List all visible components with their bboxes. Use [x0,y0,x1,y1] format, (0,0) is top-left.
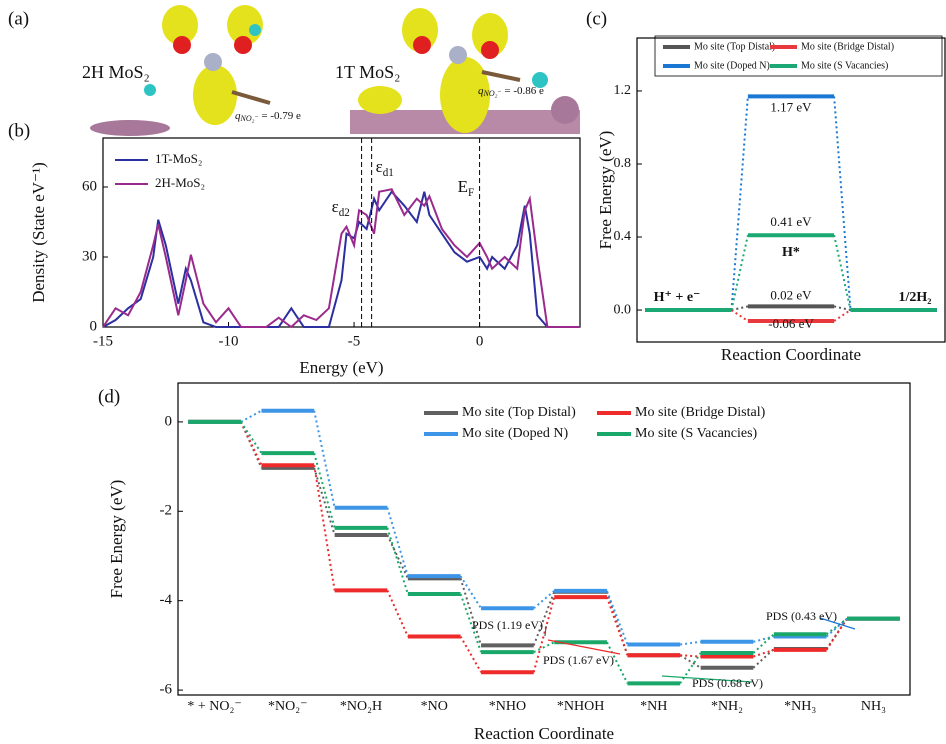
value-label: 0.41 eV [770,214,812,229]
y-axis-label: Density (State eV⁻¹) [29,162,48,303]
y-axis-label: Free Energy (eV) [107,480,126,599]
legend-label: Mo site (S Vacancies) [801,60,888,71]
y-tick-label: -6 [160,682,173,698]
atom [449,46,467,64]
x-tick-label: -5 [348,333,361,349]
marker-symbol: ε [376,157,383,176]
slab [90,120,170,136]
legend-label: Mo site (Top Distal) [462,405,576,420]
charge-value: = -0.79 e [259,110,301,122]
x-tick-label: *NH₂ [711,699,743,714]
y-tick-label: 0 [165,413,173,429]
x-tick-label: NH₃ [861,699,886,714]
x-tick-label: *NHOH [557,699,604,714]
annotation: PDS (0.43 eV) [766,609,837,623]
y-tick-label: 0.0 [614,302,632,317]
panel-label: (a) [8,8,29,29]
category-label: 1/2H₂ [899,290,932,305]
value-label: 0.02 eV [770,287,812,302]
x-tick-label: *NH₃ [784,699,816,714]
marker-symbol: ε [332,197,339,216]
legend-label: Mo site (Doped N) [694,60,770,71]
structure-label: 1T MoS₂ [335,62,400,82]
marker-symbol: E [458,177,468,196]
annotation: PDS (0.68 eV) [692,676,763,690]
figure: 2H MoS₂ 1T MoS₂ qNO₂⁻ = -0.79 e qNO₂⁻ = … [0,0,946,744]
y-tick-label: 0.8 [614,156,632,171]
atom [204,53,222,71]
y-axis-label: Free Energy (eV) [596,131,615,250]
panel-label: (c) [586,8,607,29]
legend-label: Mo site (Doped N) [462,426,568,441]
atom [481,41,499,59]
density-blob [193,65,237,125]
atom [413,36,431,54]
y-tick-label: 60 [82,178,97,194]
annotation: PDS (1.67 eV) [543,653,614,667]
atom [173,36,191,54]
y-tick-label: 30 [82,248,97,264]
value-label: -0.06 eV [768,316,814,331]
x-axis-label: Reaction Coordinate [474,724,614,743]
charge-value: = -0.86 e [502,85,544,97]
x-tick-label: -15 [93,333,113,349]
structure-label: 2H MoS₂ [82,62,150,82]
legend-label: Mo site (S Vacancies) [635,426,758,441]
x-tick-label: *NHO [489,699,526,714]
density-blob [358,86,402,114]
density-blob [144,84,156,96]
x-tick-label: *NO₂H [340,699,382,714]
marker-subscript: F [468,187,474,199]
y-tick-label: -2 [160,503,173,519]
marker-subscript: d2 [339,207,350,219]
atom [234,36,252,54]
density-blob [249,24,261,36]
charge-subscript: NO₂⁻ [240,114,259,123]
category-label: H* [782,245,800,260]
x-tick-label: * + NO₂⁻ [187,699,241,714]
value-label: 1.17 eV [770,99,812,114]
x-tick-label: 0 [476,333,484,349]
marker-subscript: d1 [383,167,394,179]
category-label: H⁺ + e⁻ [654,290,701,305]
x-tick-label: -10 [219,333,239,349]
y-tick-label: -4 [160,592,173,608]
legend-label: Mo site (Top Distal) [694,41,775,52]
y-tick-label: 1.2 [614,83,632,98]
annotation: PDS (1.19 eV) [472,618,543,632]
panel-label: (b) [8,120,30,141]
legend-label: 1T-MoS₂ [155,151,202,166]
charge-subscript: NO₂⁻ [483,89,502,98]
legend-label: 2H-MoS₂ [155,175,205,190]
x-tick-label: *NO₂⁻ [268,699,308,714]
x-tick-label: *NO [421,699,448,714]
y-tick-label: 0.4 [614,229,632,244]
legend-label: Mo site (Bridge Distal) [801,41,894,52]
y-tick-label: 0 [90,318,98,334]
x-axis-label: Energy (eV) [299,358,383,377]
x-axis-label: Reaction Coordinate [721,345,861,364]
panel-label: (d) [98,386,120,407]
x-tick-label: *NH [640,699,667,714]
atom [551,96,579,124]
legend-label: Mo site (Bridge Distal) [635,405,766,420]
